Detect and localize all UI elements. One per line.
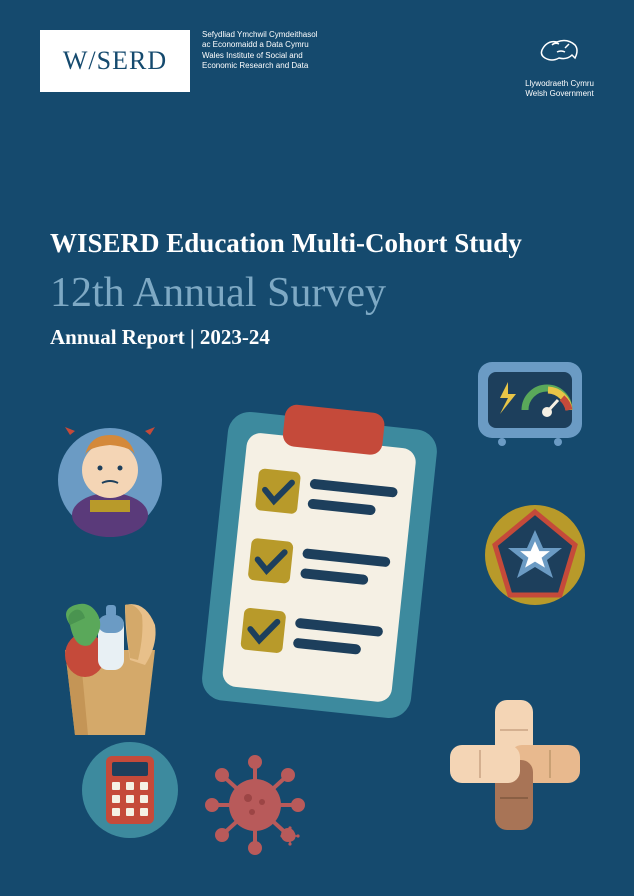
calculator-icon: [80, 740, 180, 840]
wiserd-logo: W/SERD: [40, 30, 190, 92]
energy-meter-icon: [470, 350, 590, 450]
wiserd-logo-subtext: Sefydliad Ymchwil Cymdeithasol ac Econom…: [202, 30, 317, 72]
report-year: Annual Report | 2023-24: [50, 325, 584, 350]
survey-title: 12th Annual Survey: [50, 269, 584, 317]
welsh-government-logo: Llywodraeth Cymru Welsh Government: [525, 30, 594, 98]
header: W/SERD Sefydliad Ymchwil Cymdeithasol ac…: [0, 0, 634, 98]
teamwork-hands-icon: [440, 690, 590, 840]
wiserd-logo-block: W/SERD Sefydliad Ymchwil Cymdeithasol ac…: [40, 30, 317, 92]
study-name: WISERD Education Multi-Cohort Study: [50, 228, 584, 259]
wiserd-logo-text: W/SERD: [63, 46, 167, 76]
person-avatar-icon: [50, 405, 170, 545]
grocery-bag-icon: [40, 580, 180, 740]
star-badge-icon: [480, 500, 590, 610]
title-block: WISERD Education Multi-Cohort Study 12th…: [0, 98, 634, 350]
virus-icon: [200, 750, 310, 860]
dragon-icon: [537, 30, 583, 70]
checklist-clipboard-icon: [184, 388, 456, 731]
illustration-area: [0, 370, 634, 896]
gov-text: Llywodraeth Cymru Welsh Government: [525, 79, 594, 98]
